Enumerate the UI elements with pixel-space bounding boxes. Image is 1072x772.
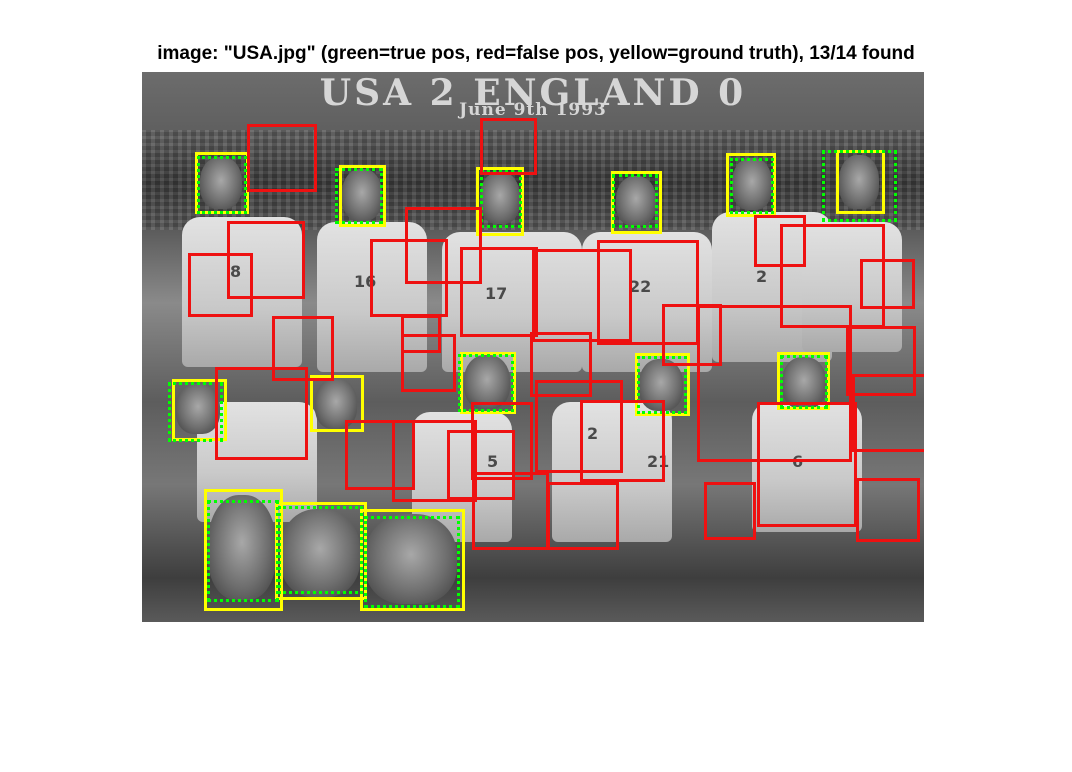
player-face [464,355,510,409]
ground-truth-box [204,489,283,611]
true-positive-box [780,355,828,409]
false-positive-box [852,374,924,452]
false-positive-box [401,334,456,392]
true-positive-box [168,382,223,442]
banner-date: June 9th 1993 [459,100,607,120]
false-positive-box [532,249,632,342]
false-positive-box [272,316,334,381]
true-positive-box [364,516,460,608]
team-photo: USA 2 ENGLAND 0 June 9th 1993 8 16 17 22… [142,72,924,622]
false-positive-box [215,367,308,460]
false-positive-box [704,482,756,540]
jersey-number: 8 [230,262,242,281]
true-positive-box [335,168,383,224]
player-face [782,357,826,409]
false-positive-box [472,472,549,550]
false-positive-box [405,207,482,284]
ground-truth-box [726,153,776,217]
player-face [480,172,520,224]
ground-truth-box [476,167,524,236]
player-shirt [582,232,712,372]
player-shirt [442,232,582,372]
true-positive-box [822,150,897,222]
false-positive-box [697,305,852,462]
false-positive-box [370,239,448,317]
true-positive-box [730,158,774,214]
false-positive-box [480,118,537,175]
player-face [200,157,242,209]
player-face [280,509,360,597]
player-shirt [182,217,302,367]
jersey-number: 2 [756,267,768,286]
figure-title: image: "USA.jpg" (green=true pos, red=fa… [157,43,915,64]
false-positive-box [846,326,916,396]
false-positive-box [580,400,665,482]
false-positive-box [392,420,477,502]
false-positive-box [460,247,538,337]
player-face [176,384,220,434]
ground-truth-box [460,352,516,414]
false-positive-box [860,259,915,309]
false-positive-box [345,420,415,490]
true-positive-box [458,354,514,412]
true-positive-box [197,156,247,214]
player-face [208,495,276,600]
jersey-number: 2 [587,424,599,443]
player-face [732,158,772,210]
player-face [342,169,382,221]
player-face [839,155,879,209]
false-positive-box [535,380,623,473]
banner-headline: USA 2 ENGLAND 0 [319,72,747,114]
jersey-number: 17 [485,284,508,303]
false-positive-box [780,224,885,328]
true-positive-box [612,174,658,228]
player-shirt [752,402,862,532]
jersey-number: 22 [629,277,652,296]
player-face [616,176,656,226]
false-positive-box [471,402,533,480]
ground-truth-box [310,375,364,432]
false-positive-box [401,315,441,353]
false-positive-box [597,240,699,345]
jersey-number: 5 [487,452,499,471]
ground-truth-box [339,165,386,227]
player-face [365,514,457,604]
player-shirt [802,222,902,352]
true-positive-box [207,500,279,602]
false-positive-box [547,482,619,550]
true-positive-box [278,506,363,594]
false-positive-box [227,221,305,299]
false-positive-box [247,124,317,192]
false-positive-box [447,430,515,500]
false-positive-box [662,304,722,366]
false-positive-box [856,478,920,542]
true-positive-box [480,170,522,228]
false-positive-box [188,253,253,317]
false-positive-box [757,402,857,527]
false-positive-box [530,332,592,397]
